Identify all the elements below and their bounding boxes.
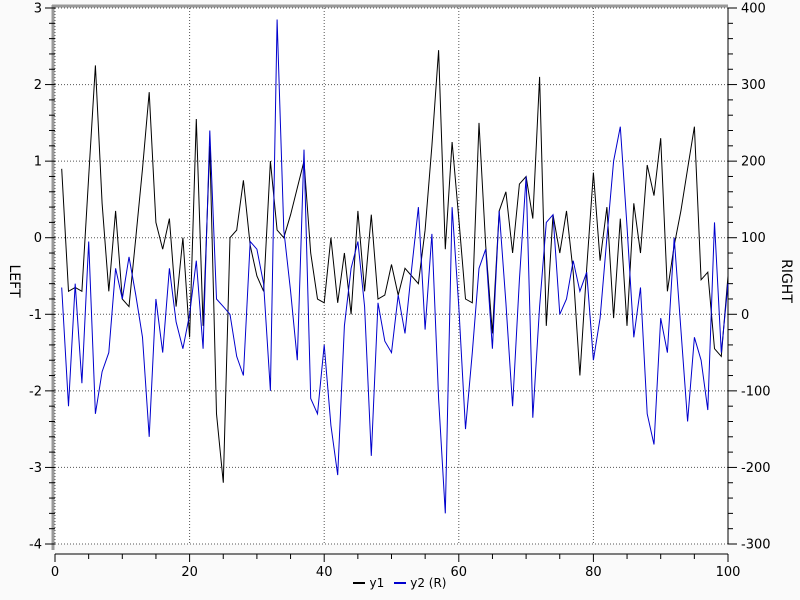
x-tick-labels: 0 20 40 60 80 100 <box>51 565 741 580</box>
legend: y1 y2 (R) <box>0 576 800 590</box>
left-tick-labels: 3 2 1 0 -1 -2 -3 -4 <box>29 2 42 553</box>
svg-text:40: 40 <box>316 565 333 580</box>
svg-text:80: 80 <box>585 565 602 580</box>
svg-text:0: 0 <box>51 565 59 580</box>
svg-text:100: 100 <box>741 231 766 246</box>
right-tick-labels: 400 300 200 100 0 -100 -200 -300 <box>741 2 771 553</box>
spines <box>51 4 729 555</box>
svg-text:-1: -1 <box>29 308 42 323</box>
legend-label-y1: y1 <box>369 576 385 590</box>
svg-text:100: 100 <box>716 565 741 580</box>
svg-text:-3: -3 <box>29 461 42 476</box>
svg-text:200: 200 <box>741 155 766 170</box>
svg-text:2: 2 <box>34 78 42 93</box>
svg-text:3: 3 <box>34 2 42 17</box>
svg-text:-300: -300 <box>741 538 771 553</box>
plot-area <box>55 8 728 544</box>
series-line-y2R <box>61 19 729 514</box>
legend-swatch-y1 <box>353 582 366 584</box>
legend-item-y2: y2 (R) <box>394 576 447 590</box>
svg-text:400: 400 <box>741 2 766 17</box>
series-line-y1 <box>61 50 729 483</box>
svg-text:300: 300 <box>741 78 766 93</box>
svg-text:-2: -2 <box>29 384 42 399</box>
legend-swatch-y2 <box>394 582 407 584</box>
svg-text:0: 0 <box>34 231 42 246</box>
svg-text:-4: -4 <box>29 538 42 553</box>
svg-text:0: 0 <box>741 308 749 323</box>
svg-text:60: 60 <box>451 565 468 580</box>
legend-label-y2: y2 (R) <box>410 576 447 590</box>
left-axis-ticks <box>45 7 55 545</box>
svg-text:-100: -100 <box>741 384 771 399</box>
x-axis-ticks <box>54 554 729 562</box>
legend-item-y1: y1 <box>353 576 384 590</box>
svg-text:20: 20 <box>181 565 198 580</box>
svg-text:1: 1 <box>34 155 42 170</box>
right-axis-title: RIGHT <box>778 259 794 303</box>
left-axis-title: LEFT <box>6 264 22 298</box>
right-axis-ticks <box>728 7 737 545</box>
svg-text:-200: -200 <box>741 461 771 476</box>
